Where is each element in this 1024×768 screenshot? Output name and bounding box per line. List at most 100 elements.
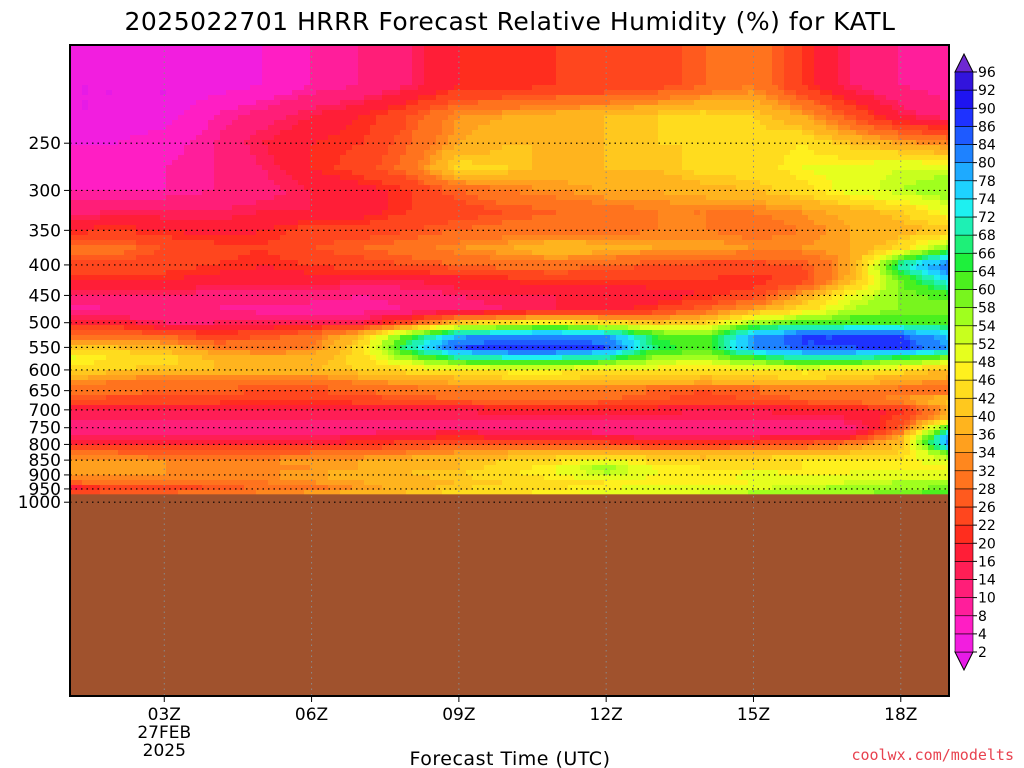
humidity-cell	[400, 200, 407, 206]
humidity-cell	[730, 140, 737, 146]
humidity-cell	[520, 155, 527, 161]
humidity-cell	[88, 120, 95, 126]
humidity-cell	[682, 200, 689, 206]
humidity-cell	[256, 175, 263, 181]
humidity-cell	[112, 180, 119, 186]
humidity-cell	[238, 80, 245, 86]
humidity-cell	[256, 115, 263, 121]
humidity-cell	[370, 85, 377, 91]
humidity-cell	[910, 100, 917, 106]
humidity-cell	[280, 185, 287, 191]
humidity-cell	[454, 200, 461, 206]
humidity-cell	[436, 95, 443, 101]
humidity-cell	[736, 95, 743, 101]
humidity-cell	[310, 200, 317, 206]
humidity-cell	[244, 170, 251, 176]
humidity-cell	[154, 185, 161, 191]
humidity-cell	[250, 75, 257, 81]
humidity-cell	[112, 60, 119, 66]
humidity-cell	[514, 50, 521, 56]
humidity-cell	[208, 120, 215, 126]
humidity-cell	[940, 55, 947, 61]
humidity-cell	[892, 195, 899, 201]
humidity-cell	[268, 175, 275, 181]
humidity-cell	[328, 65, 335, 71]
humidity-cell	[808, 165, 815, 171]
humidity-cell	[832, 130, 839, 136]
humidity-cell	[580, 175, 587, 181]
humidity-cell	[472, 105, 479, 111]
humidity-cell	[460, 185, 467, 191]
humidity-cell	[736, 185, 743, 191]
humidity-cell	[682, 150, 689, 156]
humidity-cell	[838, 95, 845, 101]
humidity-cell	[814, 85, 821, 91]
humidity-cell	[790, 50, 797, 56]
humidity-cell	[244, 105, 251, 111]
humidity-cell	[880, 60, 887, 66]
humidity-cell	[886, 165, 893, 171]
humidity-cell	[742, 85, 749, 91]
humidity-cell	[370, 50, 377, 56]
humidity-cell	[412, 155, 419, 161]
humidity-cell	[106, 160, 113, 166]
humidity-cell	[802, 150, 809, 156]
humidity-cell	[310, 145, 317, 151]
humidity-cell	[412, 190, 419, 196]
humidity-cell	[118, 170, 125, 176]
humidity-cell	[688, 150, 695, 156]
humidity-cell	[772, 105, 779, 111]
humidity-cell	[484, 95, 491, 101]
humidity-cell	[946, 145, 949, 151]
humidity-cell	[418, 175, 425, 181]
humidity-cell	[478, 105, 485, 111]
humidity-cell	[922, 180, 929, 186]
humidity-cell	[412, 195, 419, 201]
humidity-cell	[376, 205, 383, 211]
humidity-cell	[838, 90, 845, 96]
humidity-cell	[634, 190, 641, 196]
humidity-cell	[718, 155, 725, 161]
humidity-cell	[562, 45, 569, 51]
humidity-cell	[562, 120, 569, 126]
humidity-cell	[802, 70, 809, 76]
humidity-cell	[592, 155, 599, 161]
humidity-cell	[658, 175, 665, 181]
humidity-cell	[340, 65, 347, 71]
humidity-cell	[484, 170, 491, 176]
humidity-cell	[136, 70, 143, 76]
humidity-cell	[184, 125, 191, 131]
humidity-cell	[730, 135, 737, 141]
humidity-cell	[874, 205, 881, 211]
humidity-cell	[772, 70, 779, 76]
humidity-cell	[610, 140, 617, 146]
humidity-cell	[706, 115, 713, 121]
humidity-cell	[586, 205, 593, 211]
humidity-cell	[148, 145, 155, 151]
humidity-cell	[538, 110, 545, 116]
humidity-cell	[142, 210, 149, 216]
humidity-cell	[658, 45, 665, 51]
humidity-cell	[100, 160, 107, 166]
humidity-cell	[940, 175, 947, 181]
humidity-cell	[598, 75, 605, 81]
humidity-cell	[310, 175, 317, 181]
humidity-cell	[850, 90, 857, 96]
humidity-cell	[700, 80, 707, 86]
humidity-cell	[196, 130, 203, 136]
humidity-cell	[562, 80, 569, 86]
humidity-cell	[904, 85, 911, 91]
humidity-cell	[406, 175, 413, 181]
humidity-cell	[910, 60, 917, 66]
humidity-cell	[298, 210, 305, 216]
humidity-cell	[424, 100, 431, 106]
humidity-cell	[814, 70, 821, 76]
humidity-cell	[436, 155, 443, 161]
humidity-cell	[748, 190, 755, 196]
humidity-cell	[460, 105, 467, 111]
humidity-cell	[760, 55, 767, 61]
humidity-cell	[946, 80, 949, 86]
humidity-cell	[106, 180, 113, 186]
humidity-cell	[136, 155, 143, 161]
humidity-cell	[634, 60, 641, 66]
